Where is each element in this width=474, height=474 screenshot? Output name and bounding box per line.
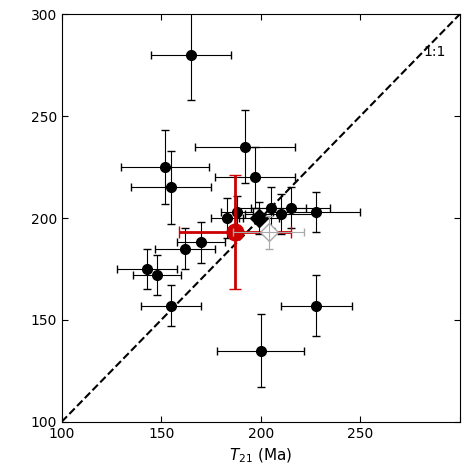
X-axis label: $T_{21}$ (Ma): $T_{21}$ (Ma): [229, 447, 292, 465]
Text: 1:1: 1:1: [423, 45, 446, 59]
